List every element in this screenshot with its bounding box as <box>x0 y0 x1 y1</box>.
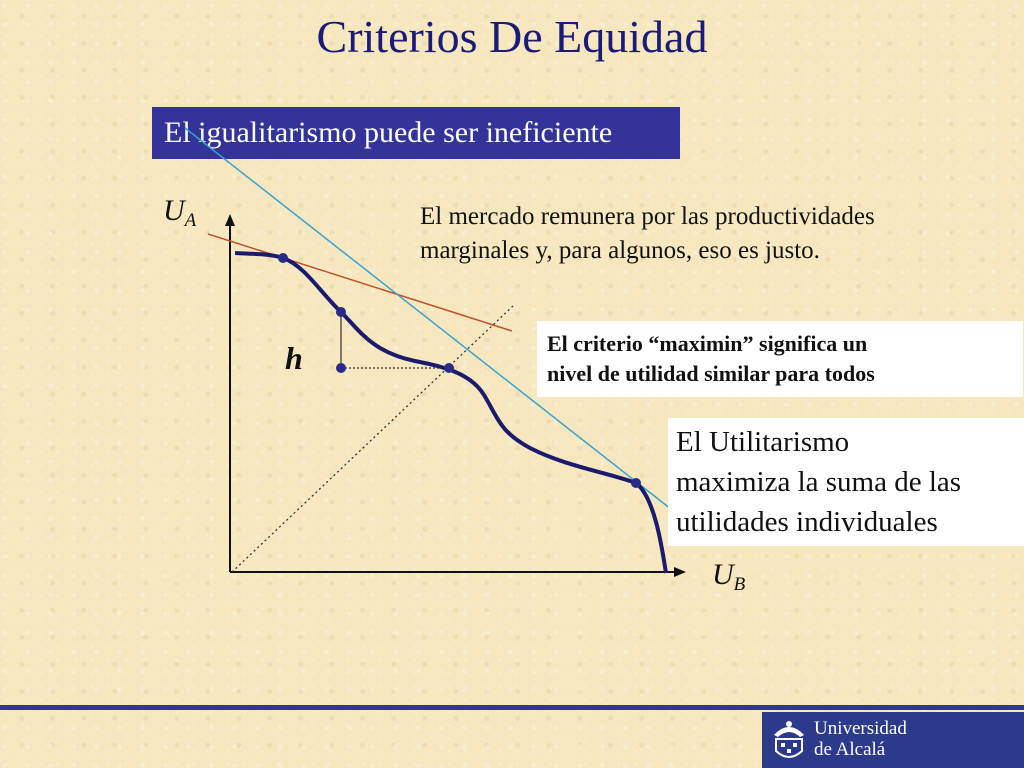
footer-divider <box>0 705 1024 710</box>
utilitarian-tangent-line <box>184 127 691 525</box>
y-axis-label: UA <box>163 194 197 231</box>
market-line-2: marginales y, para algunos, eso es justo… <box>420 237 820 264</box>
utility-frontier-curve <box>234 251 668 574</box>
university-logo: Universidad de Alcalá <box>762 712 1024 768</box>
logo-line-1: Universidad <box>814 718 907 739</box>
maximin-point <box>444 363 454 373</box>
maximin-line-2: nivel de utilidad similar para todos <box>547 361 875 386</box>
utilitarian-line-1: El Utilitarismo <box>676 426 850 458</box>
logo-text: Universidad de Alcalá <box>814 718 907 760</box>
market-tangent-line <box>207 233 513 332</box>
h-left-point <box>336 363 346 373</box>
h-top-point <box>336 307 346 317</box>
utilitarian-line-3: utilidades individuales <box>676 506 938 538</box>
market-line-1: El mercado remunera por las productivida… <box>420 203 875 230</box>
maximin-line-1: El criterio “maximin” significa un <box>547 331 868 356</box>
utilitarian-line-2: maximiza la suma de las <box>676 466 962 498</box>
y-axis-arrow <box>225 214 235 226</box>
utilitarian-box: El Utilitarismo maximiza la suma de las … <box>668 418 1024 546</box>
market-description: El mercado remunera por las productivida… <box>420 200 1010 268</box>
x-axis-arrow <box>674 567 686 577</box>
market-point <box>278 253 288 263</box>
inefficiency-banner: El igualitarismo puede ser ineficiente <box>152 107 680 159</box>
x-axis-label: UB <box>712 558 746 595</box>
maximin-box: El criterio “maximin” significa un nivel… <box>537 321 1023 397</box>
slide-title: Criterios De Equidad <box>316 11 708 62</box>
university-crest-icon <box>774 721 804 758</box>
logo-line-2: de Alcalá <box>814 739 886 760</box>
utilitarian-point <box>631 478 641 488</box>
h-label: h <box>285 340 303 376</box>
